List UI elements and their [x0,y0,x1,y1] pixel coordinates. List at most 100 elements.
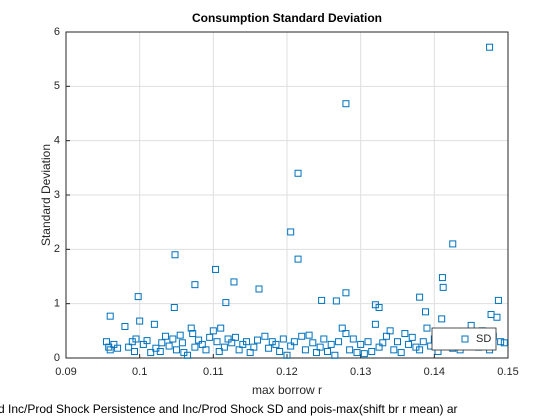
point [309,339,317,347]
point [338,324,346,332]
point [419,338,427,346]
point [346,346,354,354]
point [170,303,178,311]
point [224,335,232,343]
point [215,347,223,355]
x-axis-label: max borrow r [252,383,322,397]
point [287,342,295,350]
point [230,278,238,286]
point [173,346,180,354]
point [261,332,269,340]
point [305,331,313,339]
point [125,343,133,351]
point [332,297,340,305]
point [228,339,236,347]
x-tick-label: 0.13 [350,366,371,378]
point [242,338,250,346]
x-tick-label: 0.09 [55,366,76,378]
point [143,337,151,345]
chart-title: Consumption Standard Deviation [192,11,382,25]
x-tick-label: 0.11 [203,366,224,378]
point [364,338,372,346]
point [294,255,302,263]
point [165,342,173,350]
point [283,351,291,359]
point [290,338,298,346]
point [272,340,280,348]
point [386,327,394,335]
point [316,343,324,351]
point [220,343,228,351]
point [235,346,243,354]
y-tick-label: 0 [54,352,60,364]
point [110,340,118,348]
legend-label: SD [476,333,491,345]
point [147,349,155,357]
point [335,338,343,346]
y-axis-label: Standard Deviation [39,144,53,246]
point [408,333,416,341]
point [421,308,429,316]
point [294,169,302,177]
point [312,349,320,357]
point [136,317,144,325]
point [217,324,225,332]
point [171,251,179,259]
point [497,338,505,346]
point [401,330,409,338]
point [213,338,221,346]
point [178,339,186,347]
point [191,343,199,351]
point [423,324,431,332]
point [405,340,413,348]
point [349,335,357,343]
point [487,311,495,319]
point [342,100,350,108]
point [132,335,140,343]
point [134,293,142,301]
point [320,335,328,343]
point [416,346,424,354]
point [189,330,197,338]
point [301,346,309,354]
point [187,324,195,332]
point [298,332,306,340]
point [494,296,502,304]
point [139,340,147,348]
point [150,320,158,328]
point [106,346,114,354]
point [390,346,398,354]
point [324,347,332,355]
y-tick-label: 2 [54,243,60,255]
x-tick-label: 0.1 [132,366,147,378]
point [287,228,295,236]
point [342,330,350,338]
point [231,333,239,341]
point [353,349,361,357]
point [375,343,383,351]
point [342,289,350,297]
y-tick-label: 6 [54,26,60,38]
point [397,349,405,357]
annotation: d Inc/Prod Shock Persistence and Inc/Pro… [0,402,458,416]
y-tick-label: 1 [54,298,60,310]
point [202,346,210,354]
point [114,344,122,352]
point [209,327,217,335]
x-tick-label: 0.12 [276,366,297,378]
point [486,43,494,51]
point [184,351,192,359]
point [131,347,139,355]
point [416,293,424,301]
point [438,274,446,282]
point [212,265,220,273]
point [191,281,199,289]
point [250,343,258,351]
y-tick-label: 5 [54,80,60,92]
y-tick-label: 3 [54,189,60,201]
point [382,332,390,340]
point [439,283,447,291]
point [318,296,326,304]
point [255,285,263,293]
point [176,331,184,339]
